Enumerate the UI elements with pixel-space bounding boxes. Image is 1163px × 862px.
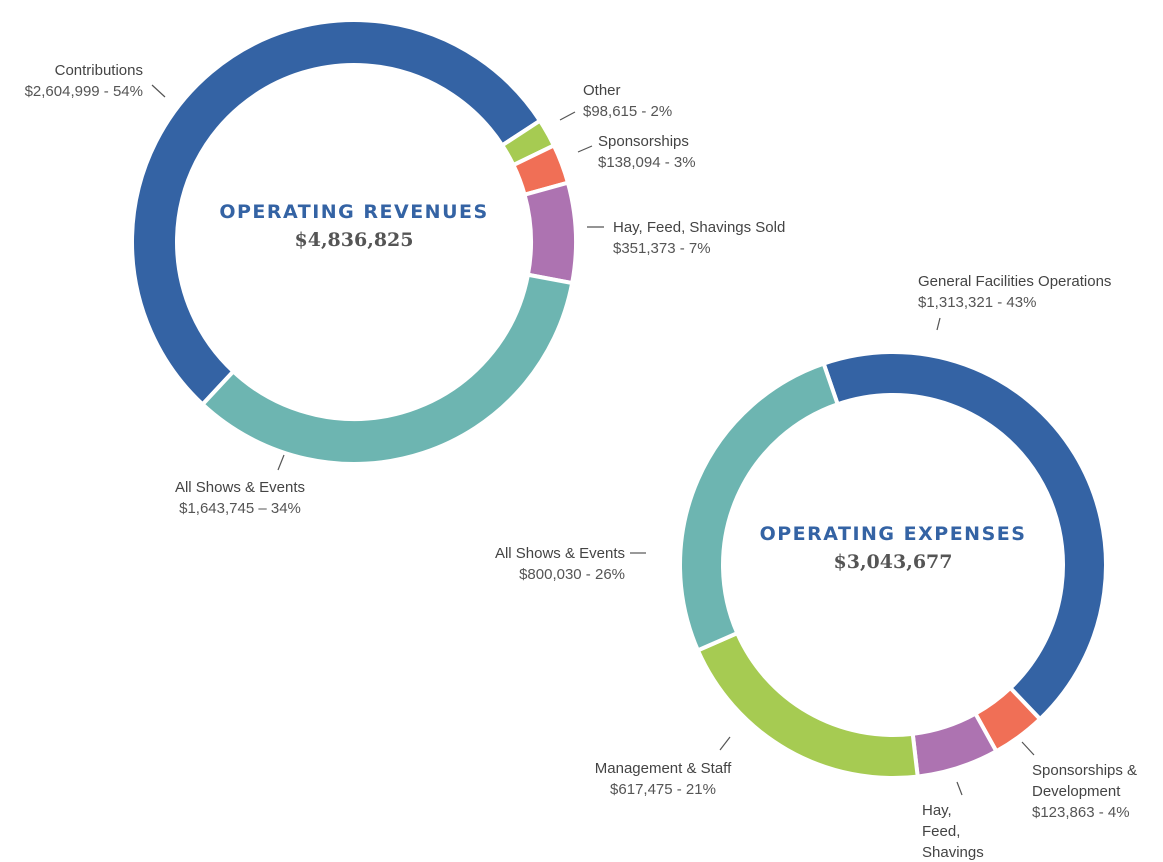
segment-label: General Facilities Operations $1,313,321 … — [918, 271, 1111, 313]
value-label: $98,615 - 2% — [583, 103, 673, 120]
category-name: General Facilities Operations — [918, 273, 1112, 290]
donut-segment — [695, 630, 920, 780]
chart-title: OPERATING REVENUES — [219, 201, 489, 223]
value-label: $351,373 - 7% — [613, 240, 711, 257]
leader-line — [719, 736, 731, 751]
donut-segment — [199, 272, 575, 466]
leader-line — [277, 454, 285, 471]
segment-label: All Shows & Events $1,643,745 – 34% — [175, 477, 305, 519]
value-label: $800,030 - 26% — [519, 566, 625, 583]
leader-line — [956, 781, 963, 796]
leader-line — [559, 111, 576, 121]
segment-label: All Shows & Events $800,030 - 26% — [495, 543, 625, 585]
category-name: Sponsorships & Development — [1032, 762, 1138, 800]
donut-segment — [522, 180, 578, 286]
donut-segment — [130, 18, 543, 408]
category-name: All Shows & Events — [494, 545, 625, 562]
category-name: Hay, Feed, Shavings Sold — [613, 219, 786, 236]
category-name: Contributions — [54, 62, 143, 79]
value-label: $617,475 - 21% — [610, 781, 716, 798]
donut-segment — [678, 361, 841, 653]
donut-segment — [821, 350, 1108, 722]
value-label: $1,313,321 - 43% — [918, 294, 1037, 311]
category-name: All Shows & Events — [174, 479, 306, 496]
segment-label: Sponsorships & Development $123,863 - 4% — [1032, 760, 1142, 823]
value-label: $138,094 - 3% — [598, 154, 696, 171]
segment-label: Hay, Feed, Shavings$188,989 - 6% — [922, 800, 1020, 862]
segment-label: Contributions $2,604,999 - 54% — [25, 60, 143, 102]
chart-heading: OPERATING EXPENSES $3,043,677 — [760, 523, 1027, 573]
segment-label: Hay, Feed, Shavings Sold $351,373 - 7% — [613, 217, 785, 259]
leader-line — [577, 145, 593, 153]
category-name: Management & Staff — [594, 760, 732, 777]
category-name: Hay, Feed, Shavings — [922, 802, 984, 861]
chart-title: OPERATING EXPENSES — [759, 523, 1027, 545]
chart-total: $3,043,677 — [833, 551, 953, 573]
segment-label: Sponsorships $138,094 - 3% — [598, 131, 696, 173]
category-name: Other — [583, 82, 621, 99]
segment-label: Other $98,615 - 2% — [583, 80, 672, 122]
leader-line — [936, 317, 941, 331]
leader-line — [1021, 741, 1035, 756]
leader-line — [151, 84, 166, 98]
value-label: $1,643,745 – 34% — [179, 500, 301, 517]
segment-label: Management & Staff $617,475 - 21% — [595, 758, 731, 800]
chart-heading: OPERATING REVENUES $4,836,825 — [219, 201, 488, 251]
chart-total: $4,836,825 — [294, 229, 414, 251]
category-name: Sponsorships — [598, 133, 689, 150]
value-label: $2,604,999 - 54% — [24, 83, 143, 100]
value-label: $123,863 - 4% — [1032, 804, 1130, 821]
